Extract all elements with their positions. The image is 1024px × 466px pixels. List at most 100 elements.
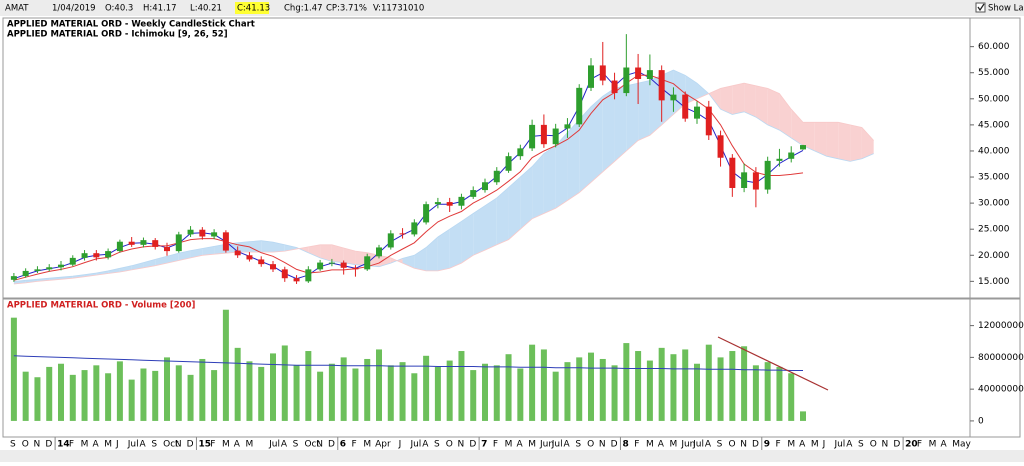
- cloud-segment: [838, 122, 851, 162]
- x-tick-label: A: [799, 440, 806, 450]
- candle-body: [58, 264, 64, 268]
- candle-body: [270, 264, 276, 270]
- volume-bar: [529, 344, 536, 421]
- cloud-segment: [779, 93, 792, 138]
- date: 1/04/2019: [52, 4, 96, 14]
- cloud-segment: [414, 247, 427, 271]
- scrollbar[interactable]: [0, 450, 1024, 462]
- x-tick-label: J: [398, 440, 402, 450]
- candle-body: [187, 229, 194, 235]
- candle-body: [258, 259, 265, 265]
- cloud-segment: [755, 85, 768, 125]
- volume-bar: [387, 365, 394, 421]
- volume-bar: [222, 309, 229, 421]
- y-tick-label: 40000000: [978, 385, 1024, 395]
- volume-bar: [81, 370, 88, 421]
- candle-body: [552, 128, 559, 145]
- volume-bar: [611, 365, 618, 421]
- volume-bar: [493, 365, 500, 421]
- candle-body: [752, 172, 759, 190]
- x-tick-label: F: [917, 440, 922, 450]
- volume: V:11731010: [373, 4, 424, 14]
- candle-body: [482, 182, 488, 191]
- cloud-segment: [261, 240, 273, 253]
- volume-bar: [270, 353, 276, 421]
- y-tick-label: 25.000: [978, 225, 1010, 235]
- cloud-segment: [591, 96, 603, 183]
- x-tick-label: A: [658, 440, 665, 450]
- volume-bar: [694, 363, 700, 421]
- x-tick-label: A: [846, 440, 853, 450]
- candle-body: [764, 160, 771, 190]
- x-tick-label: 7: [481, 440, 487, 450]
- candle-body: [46, 267, 53, 270]
- volume-bar: [517, 368, 524, 421]
- cloud-segment: [84, 273, 97, 277]
- x-tick-label: F: [352, 440, 357, 450]
- x-tick-label: M: [787, 440, 795, 450]
- volume-bar: [434, 366, 441, 421]
- volume-bar: [317, 371, 324, 421]
- x-tick-label: A: [234, 440, 241, 450]
- x-tick-label: N: [740, 440, 747, 450]
- show-last-checkbox[interactable]: [975, 2, 986, 13]
- y-tick-label: 50.000: [978, 94, 1010, 104]
- cloud-segment: [449, 221, 462, 269]
- x-tick-label: D: [893, 440, 900, 450]
- candle-body: [517, 148, 524, 157]
- candle-body: [93, 253, 100, 258]
- candle-body: [505, 156, 512, 171]
- candle-body: [281, 269, 288, 279]
- candle-body: [588, 65, 594, 88]
- volume-bar: [281, 345, 288, 421]
- x-tick-label: O: [22, 440, 29, 450]
- cloud-segment: [814, 122, 827, 157]
- x-tick-label: M: [670, 440, 678, 450]
- candle-body: [328, 262, 335, 264]
- y-tick-label: 120000000: [978, 321, 1024, 331]
- cloud-segment: [473, 205, 485, 256]
- cloud-segment: [638, 80, 650, 141]
- y-tick-label: 55.000: [978, 68, 1010, 78]
- x-tick-label: D: [187, 440, 194, 450]
- y-tick-label: 30.000: [978, 199, 1010, 209]
- candle-body: [399, 233, 406, 235]
- volume-bar: [588, 352, 594, 421]
- open: O:40.3: [105, 4, 133, 14]
- header: AMAT 1/04/2019 O:40.3 H:41.17 L:40.21 C:…: [5, 2, 1024, 14]
- volume-bar: [482, 363, 488, 421]
- volume-bar: [140, 368, 147, 421]
- x-tick-label: May: [952, 440, 971, 450]
- x-tick-label: Jul: [692, 440, 704, 450]
- volume-bar: [46, 366, 53, 421]
- x-tick-label: F: [69, 440, 74, 450]
- x-tick-label: A: [140, 440, 147, 450]
- volume-bar: [234, 347, 241, 421]
- volume-bar: [376, 349, 382, 421]
- volume-bar: [58, 363, 64, 421]
- x-tick-label: Oct: [304, 440, 320, 450]
- volume-bar: [399, 362, 406, 421]
- volume-bar: [752, 365, 759, 421]
- x-tick-label: M: [222, 440, 230, 450]
- candle-body: [564, 124, 571, 129]
- volume-bar: [658, 347, 665, 421]
- x-tick-label: M: [246, 440, 254, 450]
- candle-body: [423, 204, 430, 223]
- cloud-segment: [284, 244, 297, 252]
- x-tick-label: 15: [198, 440, 211, 450]
- volume-bar: [128, 379, 135, 421]
- cloud-segment: [143, 259, 156, 268]
- x-tick-label: S: [575, 440, 581, 450]
- volume-bar: [564, 362, 571, 421]
- x-tick-label: Jun: [539, 440, 554, 450]
- candle-body: [140, 240, 147, 245]
- plot-layer: 15.000 20.000 25.000 30.000 35.000 40.000 45.0…: [10, 34, 1024, 450]
- volume-bar: [635, 351, 642, 421]
- x-tick-label: S: [293, 440, 299, 450]
- volume-bar: [199, 358, 206, 421]
- cloud-segment: [767, 88, 780, 131]
- candle-body: [352, 267, 359, 270]
- show-last-label[interactable]: Show Last: [988, 4, 1024, 14]
- change: Chg:1.47: [284, 4, 323, 14]
